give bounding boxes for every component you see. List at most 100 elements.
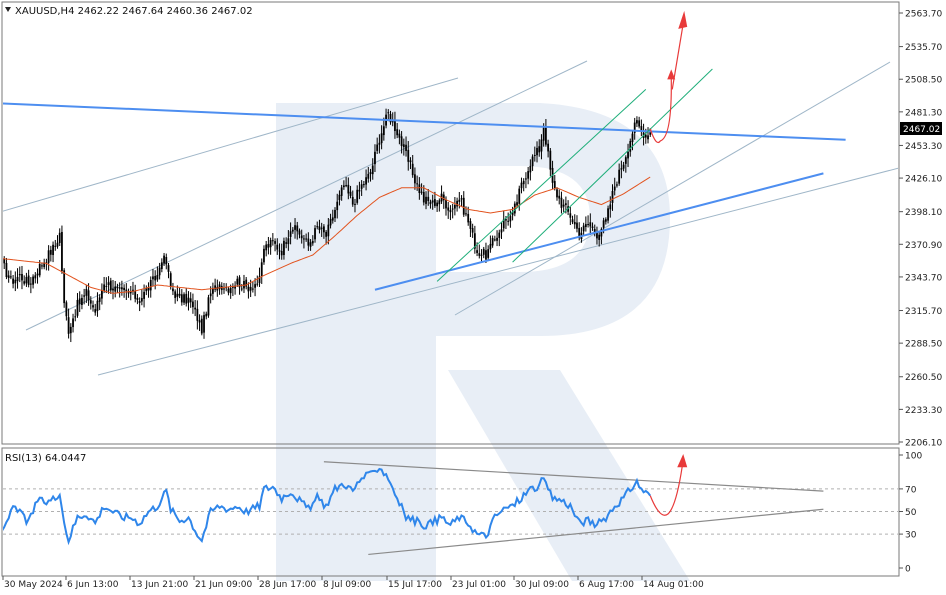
price-axis: 2563.70 2535.70 2508.50 2481.30 2453.30 2426.… <box>899 10 942 449</box>
candle <box>12 275 14 289</box>
candle <box>280 243 283 260</box>
candle <box>152 268 154 287</box>
candle <box>118 282 121 298</box>
candle <box>562 199 565 212</box>
candle <box>220 282 223 295</box>
price-tick-label: 2398.10 <box>905 208 942 218</box>
candle <box>398 129 401 145</box>
candle <box>167 262 170 279</box>
candle <box>65 300 68 321</box>
candle <box>556 187 558 201</box>
candle <box>251 281 254 293</box>
candle <box>163 252 165 266</box>
candle <box>223 283 225 294</box>
candle <box>576 215 578 233</box>
candle <box>493 235 496 242</box>
candle <box>538 139 541 157</box>
candle <box>622 161 625 172</box>
candle <box>103 276 106 293</box>
candle <box>416 175 419 191</box>
candle <box>254 278 256 297</box>
candle <box>414 167 416 190</box>
candle <box>513 201 516 217</box>
candle <box>245 277 248 290</box>
candle <box>487 245 490 261</box>
candle <box>25 272 28 287</box>
candle <box>23 275 26 286</box>
candle <box>369 168 372 182</box>
candle <box>402 138 405 156</box>
candle <box>411 155 414 178</box>
candle <box>420 183 423 195</box>
candle <box>165 253 168 270</box>
candle <box>132 281 134 295</box>
candle <box>114 281 117 298</box>
candle <box>371 158 374 180</box>
collapse-arrow-icon[interactable] <box>5 7 11 12</box>
candle <box>205 311 208 320</box>
candle <box>482 246 485 259</box>
candle <box>327 218 330 245</box>
candle <box>307 232 310 251</box>
candle <box>212 282 214 301</box>
candle <box>32 274 34 289</box>
candle <box>158 262 161 280</box>
candle <box>49 245 52 262</box>
candle <box>83 288 86 305</box>
candle <box>45 258 48 271</box>
time-tick-label: 8 Jul 09:00 <box>323 580 372 590</box>
rsi-tick-label: 0 <box>905 565 911 575</box>
candle <box>473 225 476 254</box>
candle <box>358 181 361 200</box>
candle <box>85 284 88 303</box>
candle <box>525 172 527 189</box>
candle <box>531 154 534 171</box>
candle <box>396 122 399 139</box>
candle <box>276 238 279 255</box>
candle <box>453 197 456 216</box>
price-tick-label: 2370.90 <box>905 241 942 251</box>
candle <box>593 224 596 237</box>
candle <box>187 291 190 311</box>
candle <box>112 280 114 300</box>
candle <box>74 309 77 322</box>
rsi-resistance-line <box>323 461 824 492</box>
candle <box>376 137 379 154</box>
candle <box>558 189 561 205</box>
candle <box>560 191 563 214</box>
candle <box>69 323 72 343</box>
rsi-plot <box>3 454 898 556</box>
candle <box>256 275 259 287</box>
price-tick-label: 2233.30 <box>905 406 942 416</box>
candle <box>478 244 481 259</box>
candle <box>278 243 281 260</box>
candle <box>429 199 432 209</box>
candle <box>247 282 250 299</box>
candle <box>172 282 174 296</box>
candle <box>72 313 74 333</box>
time-tick-label: 21 Jun 09:00 <box>195 580 252 590</box>
candle <box>356 185 359 205</box>
price-tick-label: 2535.70 <box>905 43 942 53</box>
candle <box>620 160 623 179</box>
candle <box>540 134 543 160</box>
time-axis: 30 May 2024 6 Jun 13:00 13 Jun 21:00 21 Jun… <box>2 576 704 590</box>
price-tick-label: 2563.70 <box>905 10 942 20</box>
candle <box>569 206 572 226</box>
forecast-arrowhead-top <box>678 10 688 29</box>
candle <box>203 311 205 339</box>
time-tick-label: 28 Jun 17:00 <box>259 580 316 590</box>
candle <box>529 159 532 181</box>
candle <box>314 225 316 243</box>
candle <box>271 233 274 246</box>
candle <box>400 131 403 154</box>
main-clip-group <box>3 10 898 376</box>
candle <box>140 289 143 306</box>
candle <box>316 221 319 230</box>
candle <box>418 177 421 200</box>
candle <box>311 235 314 246</box>
candle <box>489 235 492 253</box>
candle <box>145 285 148 296</box>
